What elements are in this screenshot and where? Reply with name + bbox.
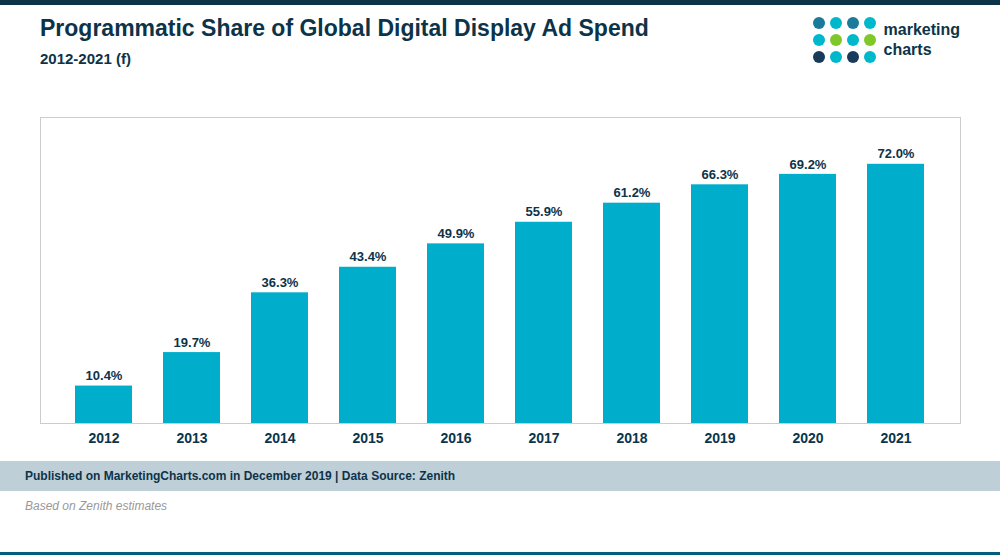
- svg-text:72.0%: 72.0%: [878, 146, 915, 161]
- html-text:charts: charts: [883, 41, 932, 58]
- html-text:Based on Zenith estimates: Based on Zenith estimates: [25, 499, 168, 513]
- svg-text:2020: 2020: [792, 430, 823, 446]
- svg-text:2012: 2012: [88, 430, 119, 446]
- svg-text:2019: 2019: [704, 430, 735, 446]
- svg-text:2017: 2017: [528, 430, 559, 446]
- svg-text:36.3%: 36.3%: [262, 275, 299, 290]
- html-text:Published on MarketingCharts.c: Published on MarketingCharts.com in Dece…: [25, 469, 456, 483]
- svg-text:61.2%: 61.2%: [614, 185, 651, 200]
- svg-text:2018: 2018: [616, 430, 647, 446]
- svg-text:2014: 2014: [264, 430, 295, 446]
- svg-text:69.2%: 69.2%: [790, 157, 827, 172]
- svg-text:49.9%: 49.9%: [438, 226, 475, 241]
- svg-text:2016: 2016: [440, 430, 471, 446]
- svg-text:66.3%: 66.3%: [702, 167, 739, 182]
- svg-text:10.4%: 10.4%: [86, 368, 123, 383]
- svg-text:55.9%: 55.9%: [526, 204, 563, 219]
- html-text:Programmatic Share of Global D: Programmatic Share of Global Digital Dis…: [40, 15, 649, 41]
- html-text:2012-2021 (f): 2012-2021 (f): [40, 50, 131, 67]
- html-text:marketing: marketing: [883, 21, 960, 38]
- svg-text:43.4%: 43.4%: [350, 249, 387, 264]
- svg-text:19.7%: 19.7%: [174, 335, 211, 350]
- svg-text:2015: 2015: [352, 430, 383, 446]
- svg-text:2013: 2013: [176, 430, 207, 446]
- svg-text:2021: 2021: [880, 430, 911, 446]
